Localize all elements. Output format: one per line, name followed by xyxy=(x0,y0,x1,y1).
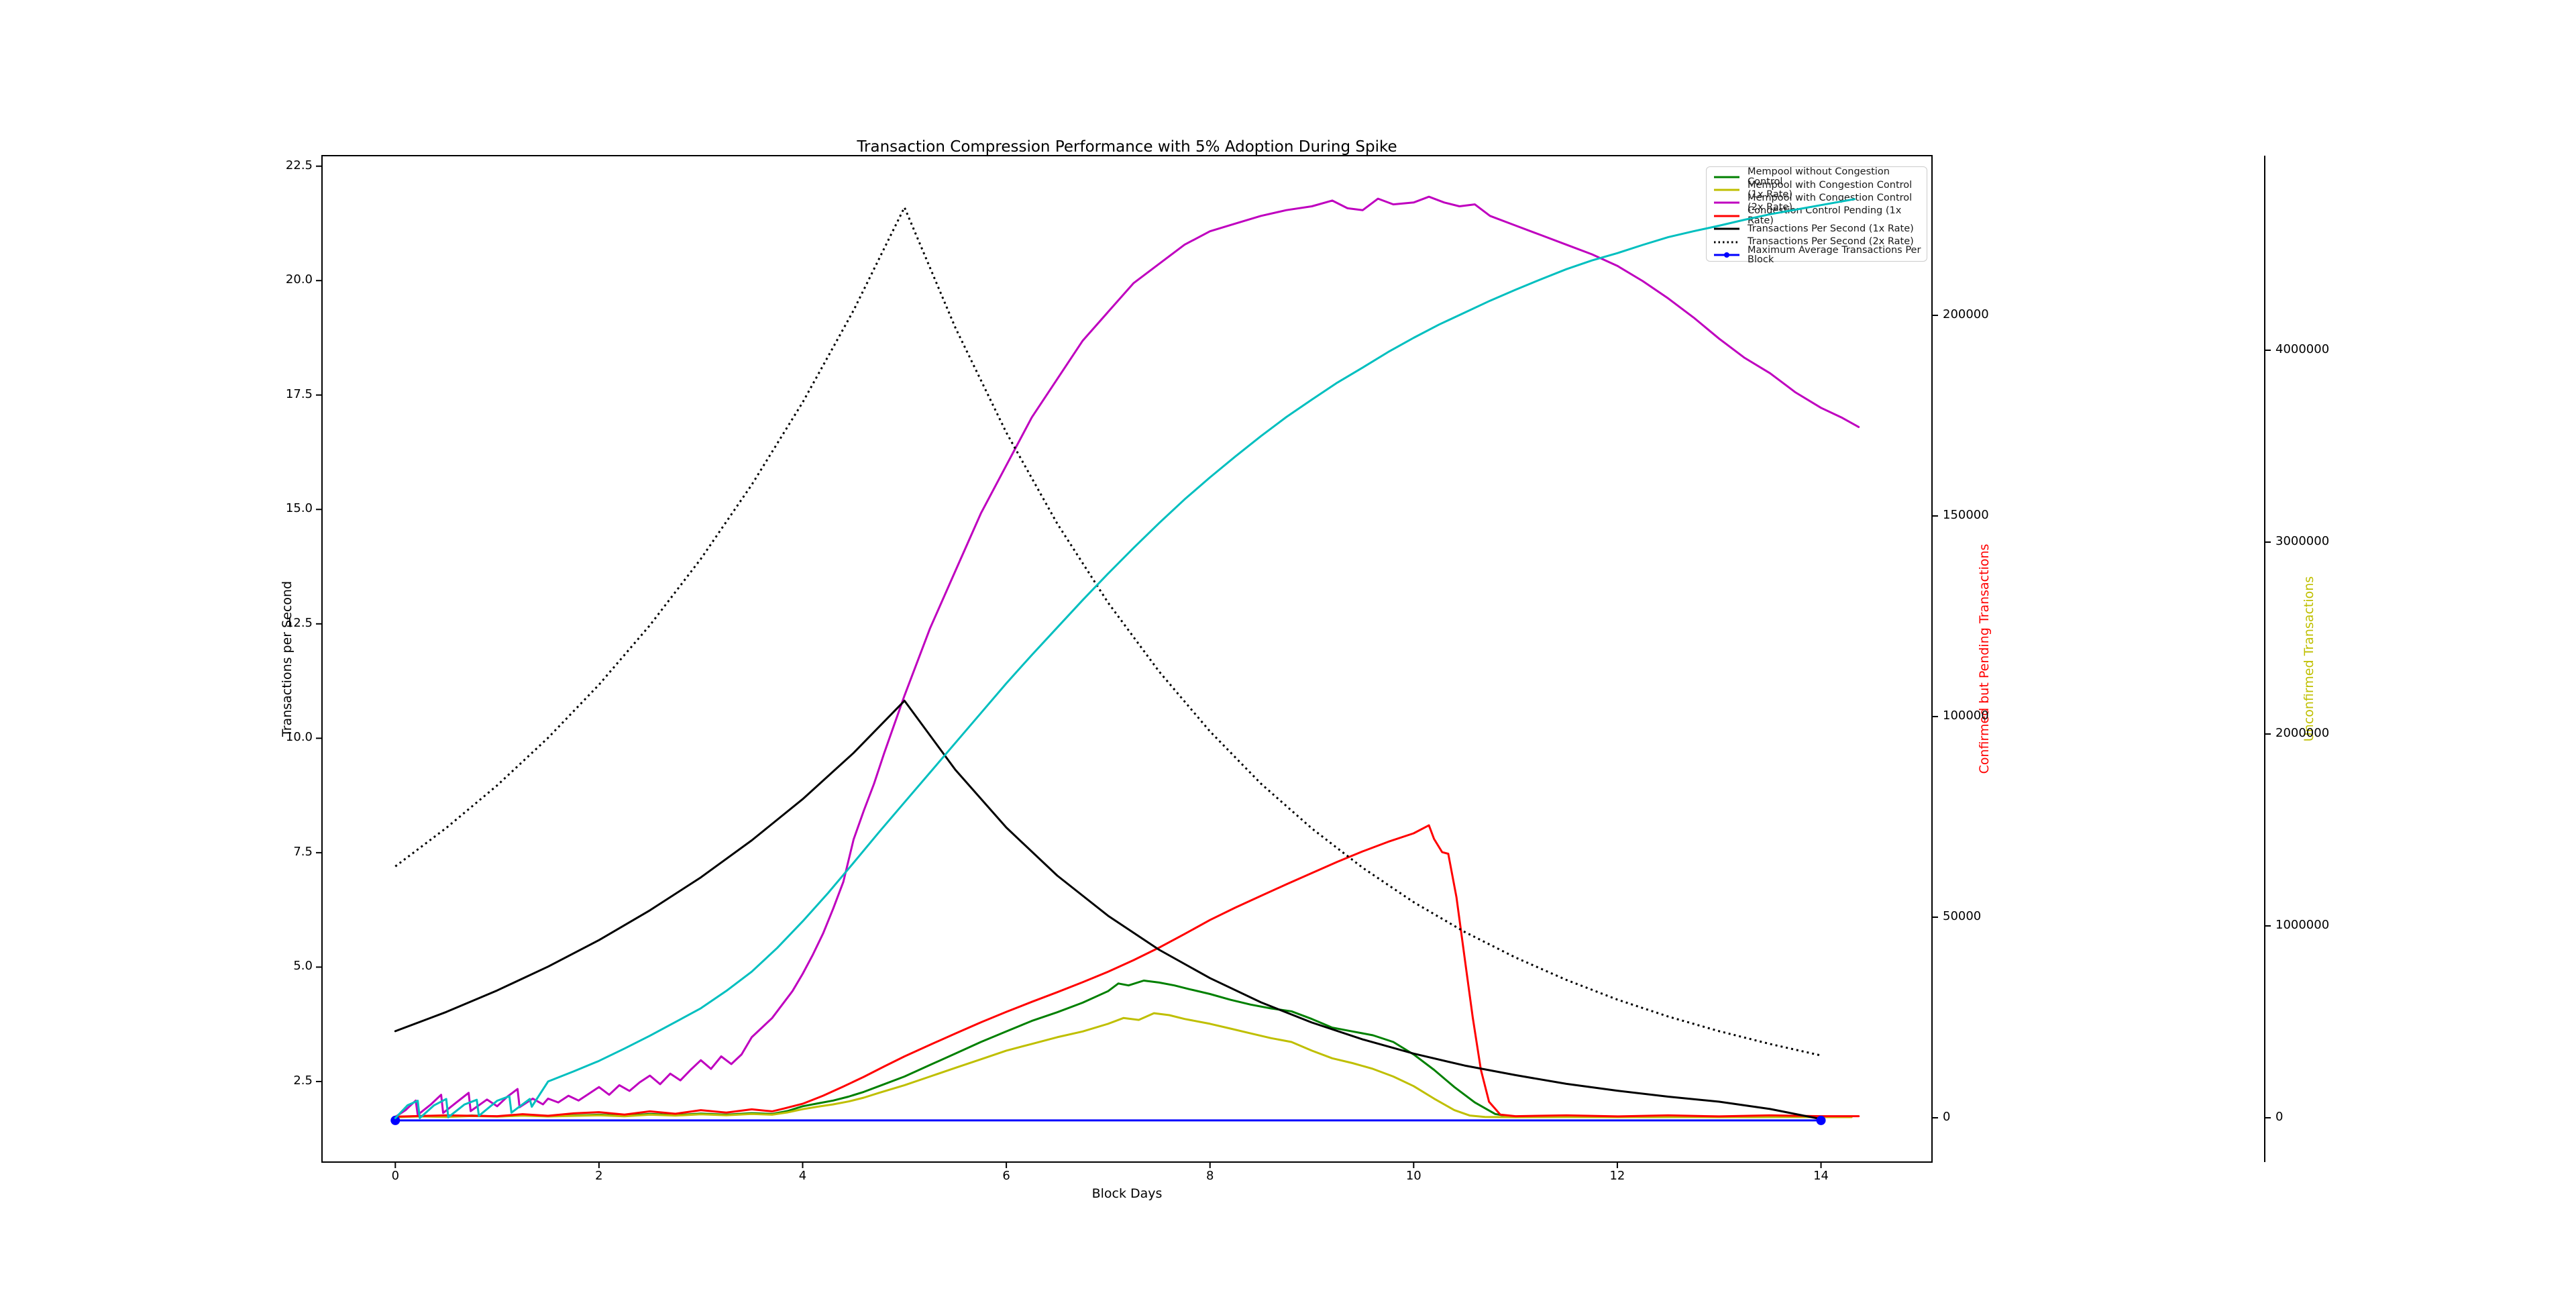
series-mempool-cc-1x xyxy=(394,1012,1853,1118)
x-tick-label: 10 xyxy=(1405,1169,1421,1183)
x-tick-label: 8 xyxy=(1205,1169,1214,1183)
plot-frame xyxy=(321,155,1933,1163)
chart-title: Transaction Compression Performance with… xyxy=(857,138,1397,156)
legend-swatch-line-icon xyxy=(1714,201,1739,204)
legend-item: Maximum Average Transactions Per Block xyxy=(1713,245,1927,264)
series-cc-pending xyxy=(394,824,1860,1118)
y-tick-label-left: 20.0 xyxy=(285,272,313,287)
y-axis-label-unconfirmed: Unconfirmed Transactions xyxy=(2302,576,2316,742)
y-tick-label-left: 12.5 xyxy=(285,615,313,630)
x-tick-label: 12 xyxy=(1609,1169,1625,1183)
series-max-avg-tx-per-block-marker xyxy=(1816,1115,1826,1125)
series-mempool-cc-2x xyxy=(394,195,1860,1118)
y-tick-label-left: 7.5 xyxy=(293,844,313,859)
y-tick-label-left: 10.0 xyxy=(285,730,313,745)
y-tick-label-unconfirmed: 2000000 xyxy=(2275,725,2330,740)
y-tick-label-left: 5.0 xyxy=(293,959,313,974)
series-tps-1x xyxy=(394,699,1822,1120)
y-tick-label-left: 22.5 xyxy=(285,158,313,172)
legend-item: Congestion Control Pending (1x Rate) xyxy=(1713,206,1927,225)
legend-swatch-line-icon xyxy=(1714,215,1739,217)
y-tick-label-pending: 50000 xyxy=(1943,908,1982,923)
series-tps-2x xyxy=(394,206,1821,1057)
y-axis-label-pending: Confirmed but Pending Transactions xyxy=(1977,543,1992,774)
y-tick-label-pending: 100000 xyxy=(1943,708,1989,723)
legend-swatch-dotted-line-icon xyxy=(1714,241,1739,244)
y-tick-label-unconfirmed: 1000000 xyxy=(2275,917,2330,932)
series-max-avg-tx-per-block-marker xyxy=(390,1115,400,1125)
y-tick-label-unconfirmed: 3000000 xyxy=(2275,533,2330,548)
x-tick-label: 4 xyxy=(798,1169,807,1183)
series-unlabeled-cyan xyxy=(394,198,1856,1119)
y-tick-label-left: 15.0 xyxy=(285,501,313,516)
y-tick-label-left: 17.5 xyxy=(285,386,313,401)
y-tick-label-unconfirmed: 4000000 xyxy=(2275,342,2330,356)
legend: Mempool without Congestion Control Mempoo… xyxy=(1706,166,1927,264)
y-tick-label-pending: 150000 xyxy=(1943,507,1989,522)
legend-label: Maximum Average Transactions Per Block xyxy=(1748,244,1921,266)
legend-swatch-line-icon xyxy=(1714,252,1739,258)
series-mempool-no-cc xyxy=(394,980,1847,1118)
y-tick-label-pending: 200000 xyxy=(1943,307,1989,321)
legend-item: Transactions Per Second (1x Rate) xyxy=(1713,223,1927,236)
x-tick-label: 6 xyxy=(1002,1169,1010,1183)
y-tick-label-unconfirmed: 0 xyxy=(2275,1109,2284,1124)
x-tick-label: 0 xyxy=(391,1169,400,1183)
x-tick-label: 2 xyxy=(595,1169,603,1183)
y-tick-label-pending: 0 xyxy=(1943,1109,1951,1124)
legend-swatch-line-icon xyxy=(1714,189,1739,191)
y-tick-label-left: 2.5 xyxy=(293,1073,313,1088)
legend-swatch-line-icon xyxy=(1714,176,1739,178)
x-axis-label: Block Days xyxy=(1091,1186,1163,1201)
y-axis-label-left: Transactions per Second xyxy=(280,580,294,737)
legend-label: Transactions Per Second (1x Rate) xyxy=(1748,223,1914,234)
legend-swatch-line-icon xyxy=(1714,227,1739,230)
x-tick-label: 14 xyxy=(1813,1169,1829,1183)
